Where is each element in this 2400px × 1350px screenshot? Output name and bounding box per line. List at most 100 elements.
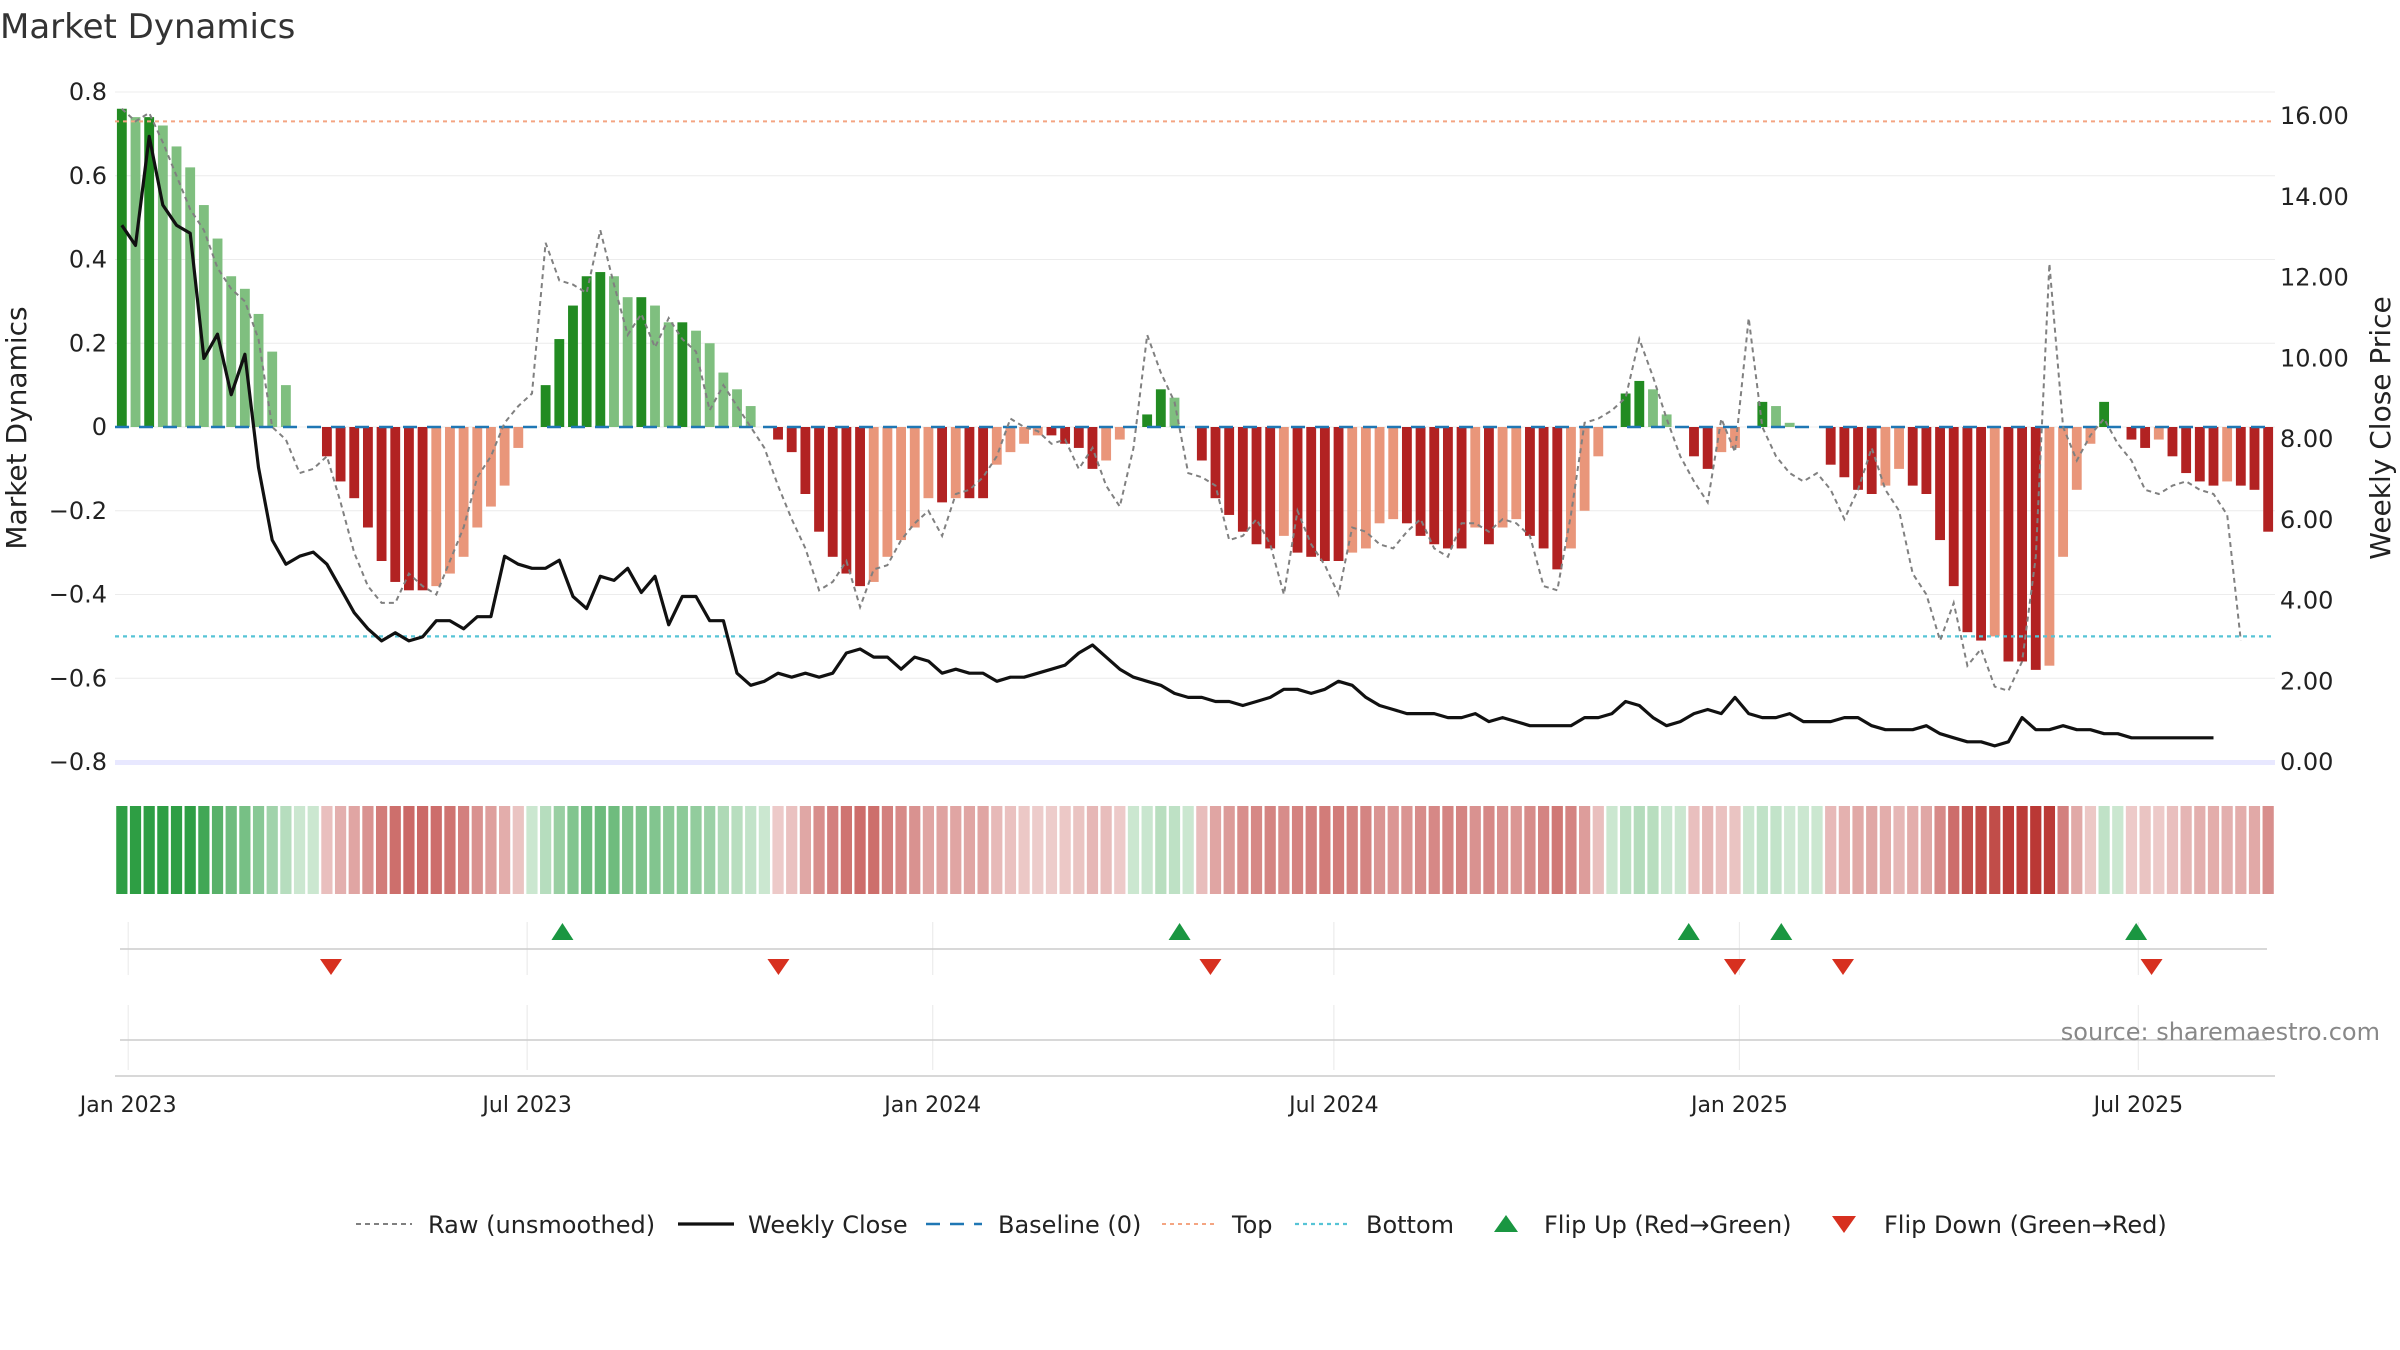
- legend-label: Weekly Close: [748, 1211, 908, 1239]
- dynamics-bar: [1347, 427, 1358, 553]
- regime-cell: [991, 806, 1003, 894]
- regime-cell: [1032, 806, 1044, 894]
- regime-cell: [1223, 806, 1235, 894]
- regime-cell: [977, 806, 989, 894]
- regime-cell: [2098, 806, 2110, 894]
- regime-cell: [649, 806, 661, 894]
- dynamics-bar: [2181, 427, 2192, 474]
- regime-cell: [1100, 806, 1112, 894]
- regime-cell: [1428, 806, 1440, 894]
- right-y-tick-label: 0.00: [2280, 748, 2333, 776]
- regime-cell: [2235, 806, 2247, 894]
- flip-markers: [115, 923, 2275, 1077]
- dynamics-bar: [1114, 427, 1125, 440]
- regime-cell: [280, 806, 292, 894]
- dynamics-bar: [1169, 397, 1180, 427]
- regime-strip: [116, 806, 2274, 894]
- regime-cell: [881, 806, 894, 894]
- regime-cell: [1688, 806, 1700, 894]
- dynamics-bar: [950, 427, 961, 499]
- regime-cell: [1797, 806, 1809, 894]
- regime-cell: [1934, 806, 1946, 894]
- regime-cell: [690, 806, 702, 894]
- left-y-tick-label: 0: [92, 413, 107, 441]
- regime-cell: [116, 806, 128, 894]
- regime-cell: [1114, 806, 1126, 894]
- dynamics-bar: [991, 427, 1002, 465]
- regime-cell: [129, 806, 142, 894]
- dynamics-bar: [2126, 427, 2137, 440]
- dynamics-bar: [486, 427, 496, 507]
- regime-cell: [2194, 806, 2206, 894]
- dynamics-bar: [349, 427, 360, 499]
- legend-flip-up-swatch: [1494, 1215, 1518, 1232]
- regime-cell: [239, 806, 251, 894]
- dynamics-bar: [1962, 427, 1973, 633]
- dynamics-bar: [855, 427, 865, 587]
- regime-cell: [1551, 806, 1563, 894]
- dynamics-bar: [1948, 427, 1959, 587]
- dynamics-bar: [431, 427, 442, 587]
- regime-cell: [1332, 806, 1345, 894]
- dynamics-bar: [1073, 427, 1084, 448]
- right-y-tick-label: 16.00: [2280, 102, 2349, 130]
- regime-cell: [608, 806, 620, 894]
- regime-cell: [1852, 806, 1864, 894]
- dynamics-bar: [814, 427, 824, 532]
- regime-cell: [1305, 806, 1317, 894]
- dynamics-bar: [718, 372, 729, 427]
- dynamics-bar: [2017, 427, 2028, 662]
- dynamics-bar: [458, 427, 469, 557]
- x-tick-label: Jan 2025: [1689, 1093, 1788, 1118]
- series-lines: [120, 108, 2242, 748]
- regime-cell: [868, 806, 880, 894]
- dynamics-bar: [978, 427, 989, 499]
- dynamics-bar: [581, 276, 592, 427]
- regime-cell: [567, 806, 579, 894]
- regime-cell: [1592, 806, 1604, 894]
- left-y-tick-label: 0.8: [69, 78, 107, 106]
- flip-down-marker: [1724, 959, 1746, 975]
- dynamics-bar: [540, 385, 551, 427]
- regime-cell: [1743, 806, 1755, 894]
- right-y-tick-label: 10.00: [2280, 344, 2349, 372]
- regime-cell: [799, 806, 811, 894]
- dynamics-bar: [472, 427, 483, 528]
- regime-cell: [840, 806, 852, 894]
- dynamics-bar: [2235, 427, 2246, 486]
- regime-cell: [663, 806, 675, 894]
- left-y-tick-label: 0.2: [69, 329, 107, 357]
- regime-cell: [622, 806, 634, 894]
- dynamics-bar: [841, 427, 852, 574]
- dynamics-bar: [595, 272, 606, 427]
- regime-cell: [1004, 806, 1017, 894]
- source-credit: source: sharemaestro.com: [2061, 1018, 2380, 1046]
- regime-cell: [1975, 806, 1987, 894]
- regime-cell: [375, 806, 388, 894]
- dynamics-bar: [2099, 401, 2110, 427]
- left-y-axis: 0.8 0.6 0.4 0.2 0 −0.2 −0.4 −0.6 −0.8: [49, 78, 107, 776]
- regime-cell: [334, 806, 347, 894]
- dynamics-bar: [1593, 427, 1604, 457]
- regime-cell: [403, 806, 415, 894]
- flip-up-marker: [551, 923, 574, 940]
- dynamics-bar: [2208, 427, 2219, 486]
- dynamics-bar: [1306, 427, 1317, 557]
- regime-cell: [1018, 806, 1030, 894]
- regime-cell: [2084, 806, 2097, 894]
- dynamics-bar: [1634, 380, 1645, 427]
- regime-cell: [1715, 806, 1727, 894]
- flip-up-marker: [1770, 923, 1793, 940]
- dynamics-bar: [171, 146, 182, 427]
- regime-cell: [745, 806, 757, 894]
- dynamics-bar: [1730, 427, 1740, 448]
- regime-cell: [2221, 806, 2233, 894]
- regime-cell: [772, 806, 784, 894]
- regime-cell: [225, 806, 237, 894]
- regime-cell: [1278, 806, 1290, 894]
- regime-cell: [362, 806, 374, 894]
- dynamics-bar: [937, 427, 948, 503]
- dynamics-bar: [1265, 427, 1276, 549]
- dynamics-bar: [1648, 389, 1658, 427]
- dynamics-bar: [335, 427, 346, 482]
